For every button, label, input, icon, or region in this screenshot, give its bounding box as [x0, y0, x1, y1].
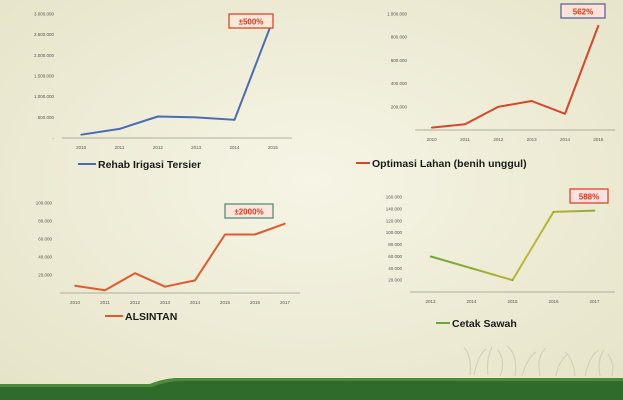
data-point	[511, 279, 514, 281]
x-tick-label: 2014	[560, 137, 571, 142]
chart-rehab-irigasi: - 500.000 1.000.000 1.500.000 2.000.000 2.500…	[34, 12, 292, 171]
data-point	[195, 116, 197, 119]
data-point	[157, 115, 159, 118]
y-tick-label: 500.000	[38, 115, 55, 120]
x-tick-label: 2010	[76, 145, 87, 150]
x-tick-label: 2014	[229, 145, 240, 150]
growth-badge	[569, 188, 609, 204]
data-point	[464, 123, 466, 125]
legend-label: Cetak Sawah	[452, 318, 517, 330]
data-point	[233, 119, 236, 121]
data-point	[80, 133, 82, 136]
y-tick-label: 140.000	[386, 206, 403, 211]
data-point	[104, 289, 106, 292]
data-point	[284, 222, 286, 225]
x-tick-label: 2013	[425, 299, 436, 304]
x-tick-label: 2012	[493, 137, 504, 142]
data-point	[552, 211, 555, 213]
data-point	[74, 285, 76, 287]
y-tick-label: 800.000	[391, 35, 408, 40]
data-point	[597, 24, 600, 27]
y-tick-label: 80.000	[38, 219, 52, 224]
data-point	[224, 233, 226, 236]
y-tick-label: 80.000	[388, 242, 402, 247]
chart-alsintan: 20.000 40.000 60.000 80.000 100.000 2010 2011 2…	[36, 201, 300, 323]
data-point	[118, 128, 121, 130]
growth-badge	[224, 203, 274, 219]
y-tick-label: 200.000	[391, 104, 408, 109]
data-point	[470, 267, 473, 270]
legend-label: Rehab Irigasi Tersier	[98, 159, 201, 171]
growth-badge-label: ±2000%	[234, 208, 263, 217]
x-tick-label: 2016	[548, 299, 559, 304]
x-tick-label: 2014	[190, 300, 201, 305]
bottom-green-band	[0, 378, 623, 400]
y-tick-label: 120.000	[386, 218, 403, 223]
legend-label: Optimasi Lahan (benih unggul)	[372, 158, 527, 170]
y-tick-label: 40.000	[388, 266, 402, 271]
chart-cetak-sawah: 20.000 40.000 60.000 80.000 100.000 120.000 14…	[386, 188, 615, 330]
y-tick-label: 60.000	[388, 254, 402, 259]
x-tick-label: 2015	[268, 145, 279, 150]
chart-optimasi-lahan: 200.000 400.000 600.000 800.000 1.000.000 201…	[356, 3, 615, 170]
x-tick-label: 2013	[160, 300, 171, 305]
y-tick-label: -	[53, 136, 55, 141]
data-point	[430, 126, 433, 129]
y-tick-label: 2.500.000	[34, 32, 55, 37]
legend-label: ALSINTAN	[125, 311, 177, 323]
y-tick-label: 1.500.000	[34, 74, 55, 79]
x-tick-label: 2013	[191, 145, 202, 150]
growth-badge-label: 588%	[579, 193, 599, 202]
series-line	[431, 25, 600, 129]
y-tick-label: 60.000	[38, 237, 52, 242]
x-tick-label: 2015	[593, 137, 604, 142]
x-tick-label: 2011	[115, 145, 125, 150]
y-tick-label: 1.000.000	[387, 12, 408, 17]
x-tick-label: 2015	[220, 300, 231, 305]
growth-badge	[560, 3, 606, 19]
growth-badge	[228, 13, 274, 29]
x-tick-label: 2015	[507, 299, 518, 304]
x-tick-label: 2017	[280, 300, 291, 305]
x-tick-label: 2012	[130, 300, 141, 305]
data-point	[429, 255, 432, 258]
y-tick-label: 160.000	[386, 195, 403, 200]
y-tick-label: 100.000	[36, 201, 53, 206]
y-tick-label: 1.000.000	[34, 94, 55, 99]
y-tick-label: 40.000	[38, 255, 52, 260]
data-point	[497, 106, 500, 108]
x-tick-label: 2014	[466, 299, 477, 304]
x-tick-label: 2010	[427, 137, 438, 142]
x-tick-label: 2011	[100, 300, 110, 305]
data-point	[530, 100, 533, 102]
x-tick-label: 2011	[460, 137, 470, 142]
data-point	[134, 272, 136, 275]
growth-badge-label: 562%	[573, 8, 593, 17]
series-line	[74, 222, 286, 292]
y-tick-label: 600.000	[391, 58, 408, 63]
y-tick-label: 100.000	[386, 230, 403, 235]
data-point	[593, 209, 596, 212]
y-tick-label: 20.000	[38, 273, 52, 278]
data-point	[564, 112, 566, 115]
x-tick-label: 2016	[250, 300, 261, 305]
series-line	[430, 209, 595, 282]
series-line	[81, 19, 274, 136]
data-point	[254, 233, 256, 236]
y-tick-label: 2.000.000	[34, 53, 55, 58]
y-tick-label: 3.000.000	[34, 12, 55, 17]
data-point	[194, 279, 196, 282]
x-tick-label: 2010	[70, 300, 81, 305]
x-tick-label: 2012	[153, 145, 164, 150]
y-tick-label: 400.000	[391, 81, 408, 86]
growth-badge-label: ±500%	[239, 18, 264, 27]
plant-watermark	[463, 345, 614, 377]
y-tick-label: 20.000	[388, 278, 402, 283]
data-point	[164, 285, 166, 288]
x-tick-label: 2013	[527, 137, 538, 142]
x-tick-label: 2017	[589, 299, 600, 304]
